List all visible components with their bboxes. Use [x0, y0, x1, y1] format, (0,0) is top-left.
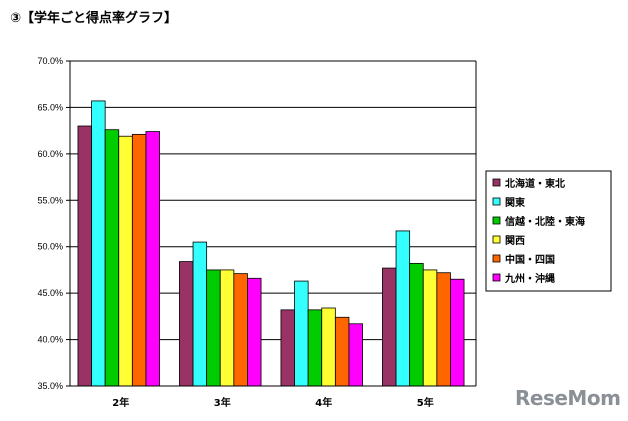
legend-label: 関東: [505, 196, 525, 209]
bar: [321, 307, 336, 387]
legend-swatch: [492, 273, 501, 282]
bar: [450, 278, 465, 387]
bar: [409, 263, 424, 387]
bar: [206, 269, 221, 387]
legend-swatch: [492, 178, 501, 187]
legend-label: 関西: [505, 235, 525, 247]
bar: [294, 280, 309, 387]
y-tick-label: 50.0%: [37, 242, 63, 252]
bar: [145, 131, 160, 387]
bar: [395, 230, 411, 387]
x-tick-label: 2年: [112, 396, 129, 409]
legend-label: 信越・北陸・東海: [505, 215, 585, 228]
y-tick-label: 40.0%: [37, 335, 63, 345]
y-tick-label: 55.0%: [37, 195, 63, 205]
legend-label: 中国・四国: [505, 253, 555, 266]
bar: [334, 316, 350, 387]
resemom-logo: ReseMom: [515, 386, 621, 410]
bar: [104, 129, 120, 387]
bar: [192, 241, 208, 387]
bar: [247, 277, 262, 387]
legend-swatch: [492, 197, 501, 206]
bar: [307, 309, 323, 387]
chart-heading: ③【学年ごと得点率グラフ】: [10, 11, 178, 26]
bar: [422, 269, 438, 387]
bar: [131, 133, 147, 387]
bar: [348, 323, 363, 387]
x-tick-label: 5年: [417, 396, 434, 409]
bar: [219, 269, 235, 387]
bar: [77, 125, 92, 387]
legend-swatch: [492, 216, 501, 225]
bar: [233, 273, 248, 387]
bar: [436, 272, 451, 387]
x-tick-label: 4年: [315, 396, 332, 409]
y-tick-label: 35.0%: [37, 381, 63, 391]
bar: [382, 267, 397, 387]
y-tick-label: 70.0%: [37, 56, 63, 66]
x-tick-label: 3年: [214, 396, 231, 409]
bar: [280, 309, 295, 387]
y-tick-label: 45.0%: [37, 288, 63, 298]
legend-label: 北海道・東北: [505, 177, 565, 190]
y-tick-label: 65.0%: [37, 102, 63, 112]
bar: [91, 100, 106, 387]
bar: [118, 135, 133, 387]
legend-swatch: [492, 235, 501, 244]
legend-label: 九州・沖縄: [504, 272, 555, 285]
bar: [179, 261, 194, 387]
legend-box: [485, 170, 612, 292]
bars: [77, 100, 465, 387]
legend-swatch: [492, 254, 501, 263]
axes: 35.0% 40.0% 45.0% 50.0% 55.0% 60.0% 65.0% 70.0%…: [37, 56, 477, 409]
y-tick-label: 60.0%: [37, 149, 63, 159]
